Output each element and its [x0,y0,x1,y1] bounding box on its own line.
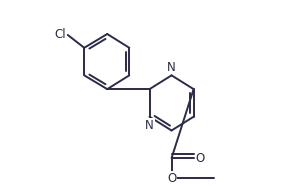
Text: Cl: Cl [54,28,66,41]
Text: O: O [196,152,205,165]
Text: N: N [167,60,176,73]
Text: N: N [145,118,154,132]
Text: O: O [167,172,176,185]
